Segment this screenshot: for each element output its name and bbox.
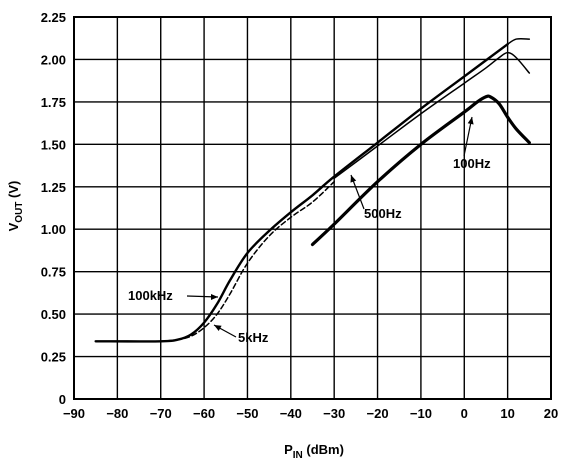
x-tick-label: −20	[367, 406, 389, 421]
y-tick-label: 0.25	[41, 350, 66, 365]
annotations: 100kHz 5kHz 500Hz 100Hz	[128, 116, 491, 345]
x-tick-label: −70	[150, 406, 172, 421]
plot-border	[73, 16, 552, 400]
series-line-5khz	[159, 180, 335, 343]
arrowhead-icon	[467, 117, 474, 125]
x-tick-label: −30	[323, 406, 345, 421]
y-tick-label: 1.50	[41, 137, 66, 152]
curve-label-100khz: 100kHz	[128, 288, 173, 303]
arrowhead-icon	[350, 175, 357, 183]
x-axis-title: PIN (dBm)	[284, 442, 344, 461]
y-tick-label: 1.00	[41, 222, 66, 237]
series-layer	[94, 37, 531, 343]
curve-label-100hz: 100Hz	[453, 156, 491, 171]
x-tick-label: −80	[106, 406, 128, 421]
y-tick-label: 2.25	[41, 10, 66, 25]
y-axis-title: VOUT (V)	[6, 181, 25, 232]
curve-label-5khz: 5kHz	[238, 330, 269, 345]
x-tick-labels: −90 −80 −70 −60 −50 −40 −30 −20 −10 0 10 20	[63, 406, 558, 421]
x-axis-title-sub: IN	[293, 450, 303, 461]
x-tick-label: −90	[63, 406, 85, 421]
x-tick-label: 20	[544, 406, 558, 421]
x-tick-label: −10	[410, 406, 432, 421]
plot-frame	[73, 16, 552, 400]
curve-label-500hz: 500Hz	[364, 206, 402, 221]
x-tick-label: 0	[461, 406, 468, 421]
series-line-segment-4	[506, 37, 531, 45]
x-axis-title-rest: (dBm)	[303, 442, 344, 457]
x-tick-label: −50	[236, 406, 258, 421]
series-line-100hz	[310, 94, 531, 247]
y-tick-label: 1.25	[41, 180, 66, 195]
y-tick-label: 0.50	[41, 307, 66, 322]
arrowhead-icon	[211, 294, 218, 300]
series-line-500hz	[333, 51, 531, 180]
y-tick-label: 0.75	[41, 265, 66, 280]
series-line-100khz	[94, 42, 509, 343]
y-axis-title-rest: (V)	[6, 181, 21, 202]
y-tick-label: 1.75	[41, 95, 66, 110]
y-tick-labels: 0 0.25 0.50 0.75 1.00 1.25 1.50 1.75 2.00 2.25	[41, 10, 66, 407]
x-tick-label: −60	[193, 406, 215, 421]
x-tick-label: 10	[500, 406, 514, 421]
y-tick-label: 2.00	[41, 52, 66, 67]
y-tick-label: 0	[59, 392, 66, 407]
y-axis-title-sub: OUT	[14, 202, 25, 223]
x-axis-title-main: P	[284, 442, 293, 457]
y-axis-title-main: V	[6, 222, 21, 231]
x-tick-label: −40	[280, 406, 302, 421]
arrowhead-icon	[214, 325, 222, 331]
